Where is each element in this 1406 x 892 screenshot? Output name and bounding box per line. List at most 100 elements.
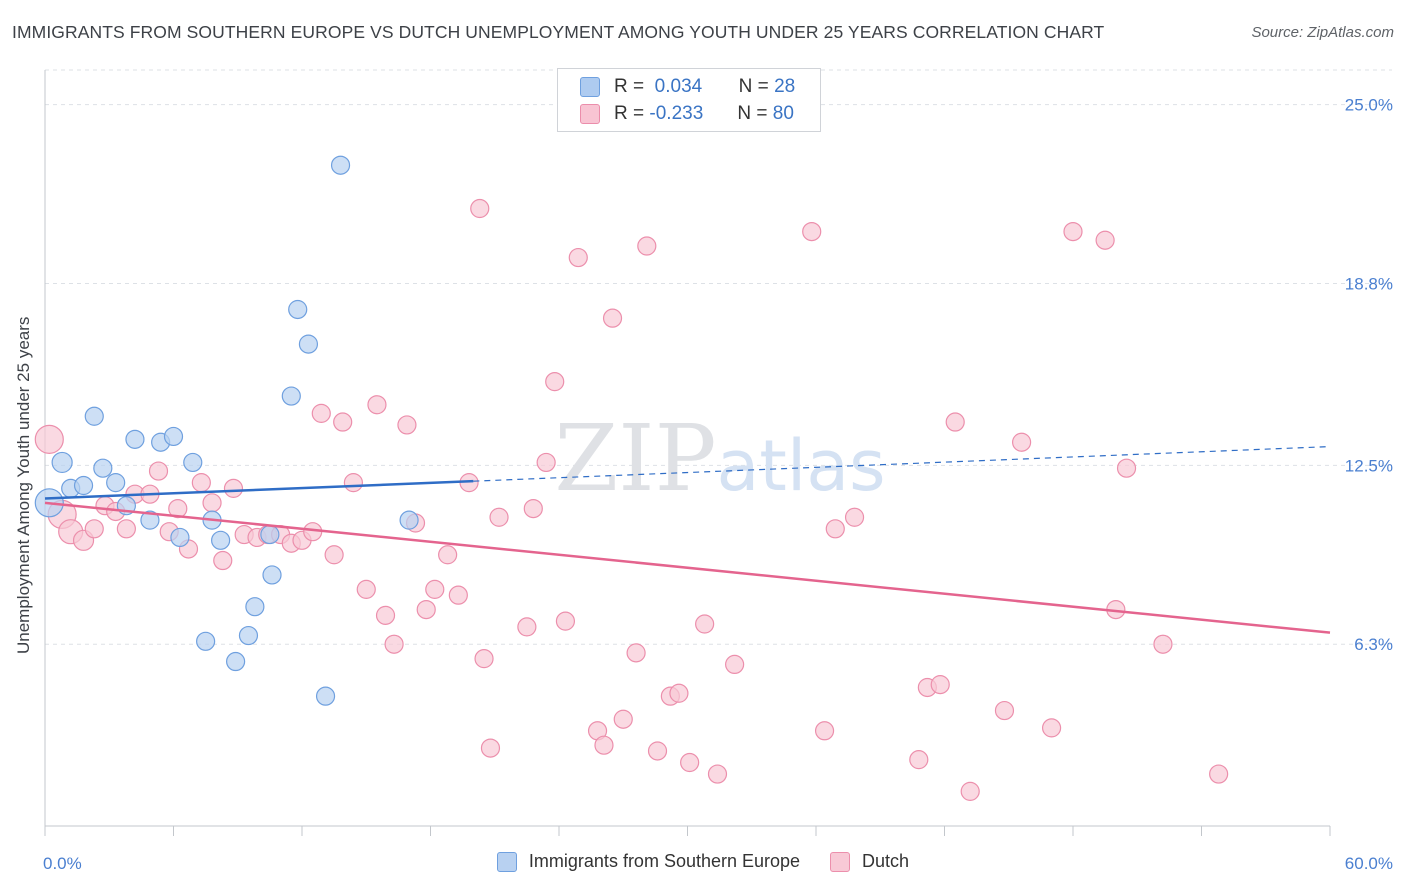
dutch-point xyxy=(568,247,588,268)
dutch-point xyxy=(213,550,233,571)
legend-swatch-blue xyxy=(580,77,600,97)
dutch-point xyxy=(960,781,980,801)
immigrants-point xyxy=(183,452,203,473)
immigrants-point xyxy=(399,510,419,530)
dutch-point xyxy=(448,585,468,605)
immigrants-point xyxy=(84,406,104,426)
chart-source: Source: ZipAtlas.com xyxy=(1251,24,1394,41)
immigrants-point xyxy=(125,429,145,449)
immigrants-point xyxy=(281,386,301,406)
dutch-point xyxy=(594,735,614,755)
dutch-point xyxy=(416,599,436,620)
dutch-point xyxy=(1095,230,1115,250)
dutch-point xyxy=(474,649,494,669)
dutch-point xyxy=(994,700,1015,721)
dutch-point xyxy=(397,415,417,435)
legend-row-dutch: R = -0.233 N = 80 xyxy=(580,101,794,127)
dutch-point xyxy=(555,611,576,631)
dutch-point xyxy=(725,654,745,675)
immigrants-point xyxy=(196,631,216,651)
legend-swatch-pink xyxy=(580,104,600,124)
immigrants-point xyxy=(298,334,319,354)
dutch-point xyxy=(602,308,623,328)
dutch-point xyxy=(116,519,136,539)
dutch-point xyxy=(637,236,657,256)
immigrants-point xyxy=(262,565,282,585)
immigrants-point xyxy=(226,651,246,672)
dutch-point xyxy=(148,461,169,481)
dutch-point xyxy=(930,675,950,695)
dutch-point xyxy=(1153,634,1173,654)
immigrants-point xyxy=(170,527,190,548)
n-value-immigrants: 28 xyxy=(774,76,796,97)
dutch-point xyxy=(1041,718,1062,738)
immigrants-point xyxy=(73,475,94,496)
chart-title: IMMIGRANTS FROM SOUTHERN EUROPE VS DUTCH… xyxy=(12,22,1105,42)
immigrants-point xyxy=(163,426,184,447)
dutch-point xyxy=(695,614,715,634)
watermark: ZIPatlas xyxy=(554,405,885,512)
dutch-trend-line xyxy=(44,501,1331,634)
immigrants-point xyxy=(211,530,231,550)
dutch-point xyxy=(34,424,64,454)
dutch-point xyxy=(909,750,929,770)
y-axis-label: Unemployment Among Youth under 25 years xyxy=(14,316,33,654)
dutch-point xyxy=(202,493,222,513)
dutch-point xyxy=(223,478,244,498)
dutch-point xyxy=(945,412,965,432)
dutch-point xyxy=(536,452,556,473)
dutch-point xyxy=(375,605,396,625)
y-tick-label: 25.0% xyxy=(1345,96,1393,115)
correlation-legend: R = 0.034 N = 28 R = -0.233 N = 80 xyxy=(557,68,821,132)
y-tick-label: 12.5% xyxy=(1345,456,1393,475)
dutch-point xyxy=(814,721,835,741)
legend-swatch-pink xyxy=(830,851,851,872)
dutch-point xyxy=(545,372,565,392)
dutch-point xyxy=(517,617,537,637)
r-value-dutch: -0.233 xyxy=(649,103,704,124)
r-value-immigrants: 0.034 xyxy=(654,76,703,97)
r-label: R = xyxy=(614,103,645,124)
legend-item-dutch[interactable]: Dutch xyxy=(830,851,909,872)
dutch-point xyxy=(343,473,363,493)
dutch-point xyxy=(523,498,543,519)
legend-item-immigrants[interactable]: Immigrants from Southern Europe xyxy=(496,851,801,872)
x-tick-label: 60.0% xyxy=(1345,854,1393,873)
dutch-point xyxy=(613,709,633,729)
dutch-point xyxy=(168,498,188,519)
immigrants-point xyxy=(93,458,113,478)
dutch-point xyxy=(311,403,331,423)
x-tick-label: 0.0% xyxy=(43,854,82,873)
dutch-point xyxy=(191,473,211,493)
dutch-point xyxy=(324,545,344,565)
dutch-point xyxy=(367,395,387,415)
dutch-point xyxy=(470,198,490,219)
legend-label-immigrants: Immigrants from Southern Europe xyxy=(528,851,801,871)
dutch-point xyxy=(825,519,845,539)
legend-swatch-blue xyxy=(496,851,517,872)
dutch-point xyxy=(384,634,404,654)
dutch-point xyxy=(425,579,445,599)
dutch-point xyxy=(844,507,865,527)
dutch-point xyxy=(626,643,646,663)
dutch-point xyxy=(707,764,728,784)
dutch-point xyxy=(1011,432,1032,452)
y-tick-label: 18.8% xyxy=(1345,275,1393,294)
dutch-point xyxy=(1116,458,1137,478)
dutch-point xyxy=(84,519,104,539)
r-label: R = xyxy=(614,76,645,97)
immigrants-point xyxy=(330,155,351,175)
dutch-point xyxy=(1209,764,1229,784)
dutch-point xyxy=(356,579,376,599)
dutch-point xyxy=(802,221,822,242)
dutch-point xyxy=(333,412,353,432)
n-label: N = xyxy=(738,76,769,97)
immigrants-point xyxy=(315,686,336,706)
dutch-point xyxy=(647,741,668,761)
series-legend: Immigrants from Southern Europe Dutch xyxy=(0,851,1406,872)
n-label: N = xyxy=(737,103,768,124)
y-tick-label: 6.3% xyxy=(1354,635,1393,654)
immigrants-point xyxy=(51,451,73,474)
n-value-dutch: 80 xyxy=(772,103,794,124)
